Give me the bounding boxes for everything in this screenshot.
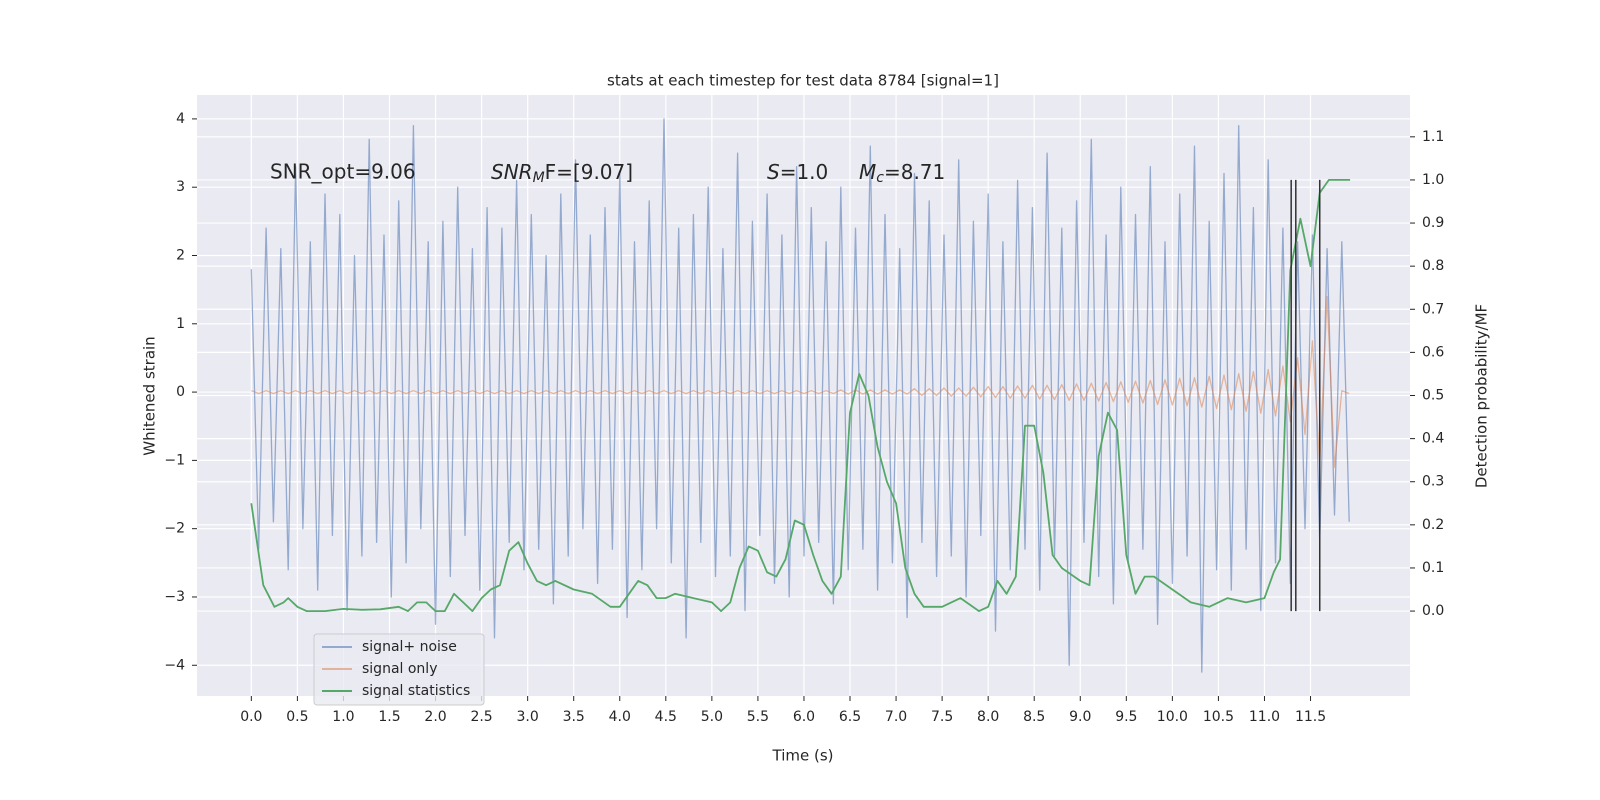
annotation: S=1.0: [767, 160, 828, 184]
y2-tick-label: 0.9: [1422, 215, 1444, 231]
x-tick-label: 11.5: [1295, 709, 1326, 725]
annotation: Mc=8.71: [859, 160, 945, 187]
x-tick-label: 6.5: [839, 709, 861, 725]
y2-tick-label: 0.3: [1422, 474, 1444, 490]
series-line: [251, 295, 1350, 468]
y-tick-label: 0: [176, 384, 185, 400]
x-tick-label: 11.0: [1249, 709, 1280, 725]
x-tick-label: 5.5: [747, 709, 769, 725]
x-tick-label: 8.5: [1023, 709, 1045, 725]
annotation-base: M: [859, 160, 876, 184]
x-tick-label: 0.0: [240, 709, 262, 725]
x-tick-label: 4.5: [655, 709, 677, 725]
x-tick-label: 5.0: [701, 709, 723, 725]
x-tick-label: 1.0: [332, 709, 354, 725]
legend: signal+ noise signal only signal statistic…: [313, 633, 485, 706]
x-tick-label: 3.5: [563, 709, 585, 725]
x-tick-label: 1.5: [378, 709, 400, 725]
annotation-base: S: [767, 160, 780, 184]
x-tick-label: 10.0: [1157, 709, 1188, 725]
x-tick-label: 7.5: [931, 709, 953, 725]
x-tick-label: 6.0: [793, 709, 815, 725]
x-tick-label: 4.0: [609, 709, 631, 725]
x-tick-label: 7.0: [885, 709, 907, 725]
y2-tick-label: 1.0: [1422, 172, 1444, 188]
y-tick-label: 1: [176, 316, 185, 332]
x-tick-label: 0.5: [286, 709, 308, 725]
annotation: SNRMF=[9.07]: [491, 160, 633, 187]
x-tick-label: 10.5: [1203, 709, 1234, 725]
y2-tick-label: 0.1: [1422, 560, 1444, 576]
series-line: [250, 118, 1350, 673]
y2-tick-label: 1.1: [1422, 129, 1444, 145]
y2-tick-label: 0.8: [1422, 258, 1444, 274]
y2-tick-label: 0.4: [1422, 431, 1444, 447]
annotation-rest: F=[9.07]: [545, 160, 633, 184]
y-axis-label: Whitened strain: [141, 336, 159, 455]
y-tick-label: −4: [164, 657, 185, 673]
y2-tick-label: 0.5: [1422, 388, 1444, 404]
x-tick-label: 8.0: [977, 709, 999, 725]
series-line: [250, 179, 1351, 612]
annotation: SNR_opt=9.06: [270, 160, 416, 184]
annotation-rest: =8.71: [884, 160, 945, 184]
x-tick-label: 3.0: [517, 709, 539, 725]
x-tick-label: 9.0: [1069, 709, 1091, 725]
chart-title: stats at each timestep for test data 878…: [607, 72, 999, 90]
y-tick-label: −1: [164, 452, 185, 468]
legend-label: signal+ noise: [362, 639, 457, 655]
legend-label: signal statistics: [362, 683, 470, 699]
y2-tick-label: 0.0: [1422, 603, 1444, 619]
legend-box: [313, 633, 485, 706]
x-axis-label: Time (s): [772, 747, 834, 765]
y-tick-label: 3: [176, 179, 185, 195]
y2-tick-label: 0.2: [1422, 517, 1444, 533]
y-tick-label: 2: [176, 247, 185, 263]
annotation-rest: =1.0: [780, 160, 829, 184]
x-tick-label: 9.5: [1115, 709, 1137, 725]
x-tick-label: 2.0: [424, 709, 446, 725]
annotation-sub: c: [876, 170, 884, 186]
y2-axis-label: Detection probability/MF: [1473, 304, 1491, 488]
x-tick-label: 2.5: [470, 709, 492, 725]
annotation-sub: M: [533, 170, 545, 186]
y-tick-label: −2: [164, 521, 185, 537]
legend-label: signal only: [362, 661, 437, 677]
y-tick-label: 4: [176, 111, 185, 127]
y-tick-label: −3: [164, 589, 185, 605]
y2-tick-label: 0.7: [1422, 301, 1444, 317]
annotation-base: SNR: [491, 160, 533, 184]
y2-tick-label: 0.6: [1422, 344, 1444, 360]
